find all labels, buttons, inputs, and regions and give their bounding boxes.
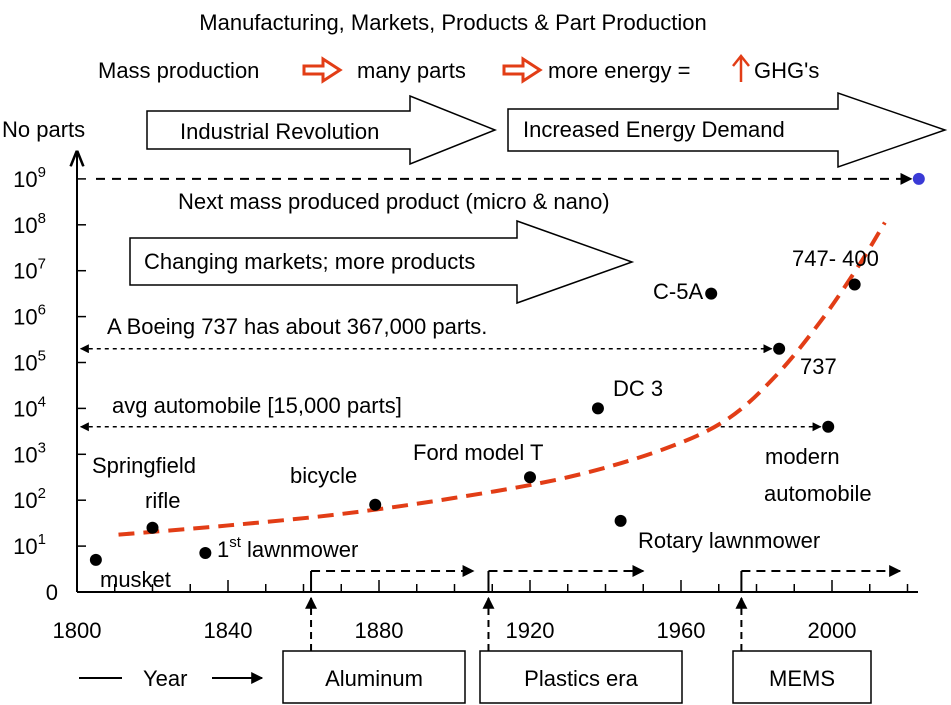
data-point-modern-automobile (822, 420, 835, 433)
y-axis-label: No parts (2, 117, 85, 142)
era-plastics-label: Plastics era (524, 666, 638, 691)
up-arrow-icon (732, 53, 750, 82)
data-point-rotary-lawnmower (614, 514, 627, 527)
point-label-boeing-747-400: 747- 400 (792, 246, 879, 271)
point-label-dc3: DC 3 (613, 376, 663, 401)
point-label-modern-automobile: modern (765, 444, 840, 469)
trend-curve (118, 221, 887, 537)
data-point-bicycle (369, 498, 382, 511)
x-tick-label: 2000 (808, 618, 857, 643)
y-tick-label: 107 (13, 256, 46, 284)
point-label-lawnmower: 1st lawnmower (217, 534, 358, 562)
era-box-plastics: Plastics era (479, 650, 683, 704)
point-label-springfield-rifle: Springfield (92, 453, 196, 478)
banner-markets-label: Changing markets; more products (144, 249, 475, 274)
x-tick-label: 1800 (53, 618, 102, 643)
data-points-group: musket Springfield rifle 1st lawnmower bicyc… (89, 172, 925, 592)
subtitle-ghg: GHG's (754, 58, 819, 83)
era-mems-label: MEMS (769, 666, 835, 691)
reference-lines-group: Next mass produced product (micro & nano… (79, 172, 913, 432)
y-tick-label: 108 (13, 210, 46, 238)
point-label-c5a: C-5A (653, 279, 703, 304)
era-box-mems: MEMS (732, 650, 872, 704)
orange-arrow-icon (502, 56, 543, 84)
data-point-boeing-737 (773, 342, 786, 355)
y-tick-label: 102 (13, 485, 46, 513)
banner-industrial-revolution: Industrial Revolution (146, 94, 498, 166)
data-point-ford-model-t (524, 471, 536, 484)
orange-arrow-icon (302, 56, 343, 84)
subtitle-mass-production: Mass production (98, 58, 259, 83)
y-tick-label: 105 (13, 348, 46, 376)
data-point-musket (89, 553, 102, 566)
banner-energy-label: Increased Energy Demand (523, 117, 785, 142)
x-tick-label: 1880 (355, 618, 404, 643)
y-tick-label: 103 (13, 439, 46, 467)
banner-energy-demand: Increased Energy Demand (507, 91, 948, 169)
point-label-boeing-737: 737 (800, 354, 837, 379)
y-tick-label: 109 (13, 164, 46, 192)
ref-label-next-mass-produced: Next mass produced product (micro & nano… (178, 189, 610, 214)
point-label-bicycle: bicycle (290, 463, 357, 488)
era-box-aluminum: Aluminum (282, 650, 466, 704)
chart-title: Manufacturing, Markets, Products & Part … (199, 10, 706, 35)
subtitle-more-energy: more energy = (548, 58, 690, 83)
x-tick-label: 1920 (506, 618, 555, 643)
y-tick-label: 104 (13, 393, 46, 421)
y-tick-label: 101 (13, 531, 46, 559)
point-label-ford-model-t: Ford model T (413, 440, 543, 465)
era-aluminum-label: Aluminum (325, 666, 423, 691)
x-tick-label: 1960 (657, 618, 706, 643)
point-label-rotary-lawnmower: Rotary lawnmower (638, 528, 820, 553)
trend-group (118, 221, 887, 537)
era-arrows-group (305, 565, 902, 651)
data-point-c5a (705, 287, 718, 300)
banner-changing-markets: Changing markets; more products (129, 219, 635, 305)
data-point-dc3 (591, 402, 604, 415)
data-point-boeing-747-400 (848, 278, 861, 291)
data-point-springfield-rifle (146, 521, 159, 534)
y-tick-label: 0 (46, 580, 58, 605)
y-tick-label: 106 (13, 302, 46, 330)
x-tick-label: 1840 (204, 618, 253, 643)
point-label-springfield-rifle: rifle (145, 488, 180, 513)
banner-industrial-label: Industrial Revolution (180, 119, 379, 144)
ref-label-avg-automobile: avg automobile [15,000 parts] (112, 393, 402, 418)
subtitle-many-parts: many parts (357, 58, 466, 83)
point-label-musket: musket (100, 567, 171, 592)
data-point-future (912, 172, 925, 185)
point-label-modern-automobile: automobile (764, 481, 872, 506)
ref-label-boeing-737-parts: A Boeing 737 has about 367,000 parts. (107, 314, 487, 339)
year-label: Year (143, 666, 187, 691)
data-point-lawnmower (199, 546, 212, 559)
